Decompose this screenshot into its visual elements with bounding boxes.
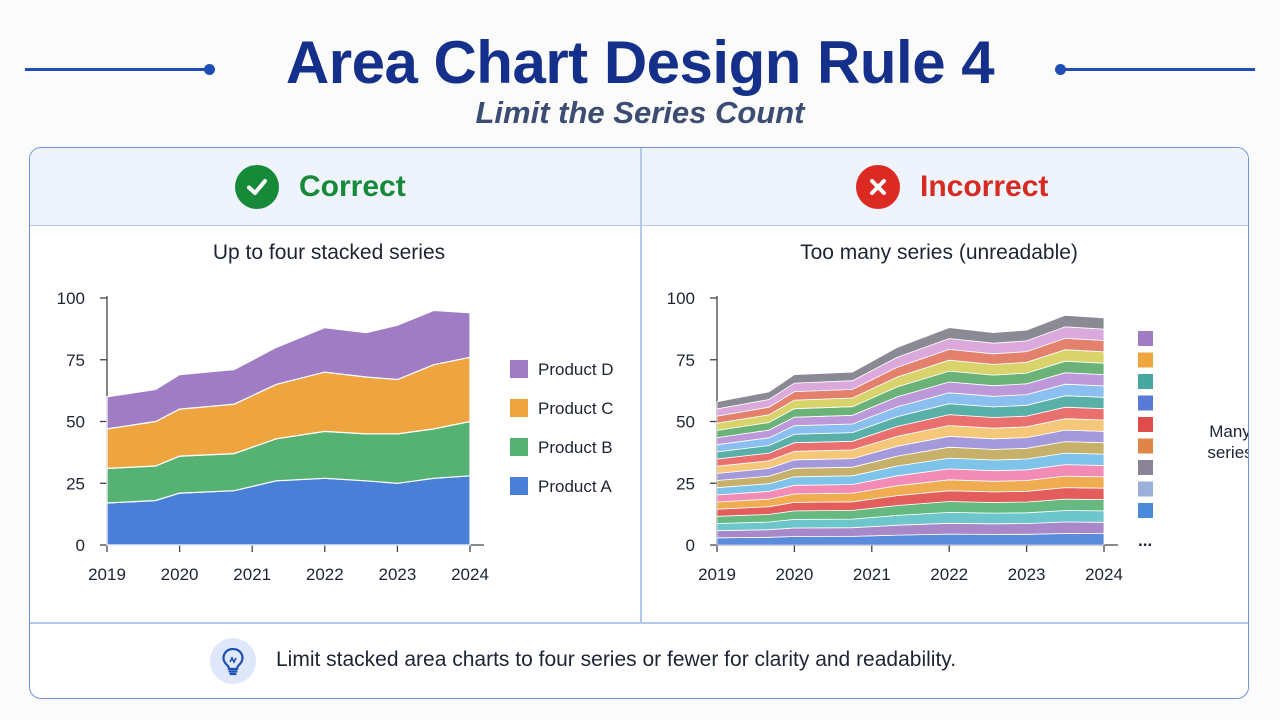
stacked-area-chart-correct: 0 25 50 75 100 2019 2020 2021 2022 2023 2024 Produc…	[57, 289, 614, 584]
y-tick-label: 25	[676, 474, 695, 493]
panel-header: Correct Incorrect	[30, 148, 1248, 226]
area-product-d	[106, 309, 471, 430]
legend-label: Product C	[538, 399, 614, 418]
lightbulb-icon	[210, 638, 256, 684]
page-title: Area Chart Design Rule 4	[285, 29, 995, 96]
legend-swatch	[1138, 352, 1153, 368]
x-tick-label: 2019	[698, 565, 736, 584]
legend-swatch	[1138, 460, 1153, 475]
x-icon	[856, 164, 900, 209]
legend-swatch	[510, 438, 528, 456]
x-tick-label: 2024	[1085, 565, 1123, 584]
legend-many-series-label: series	[1207, 443, 1249, 462]
legend-swatch	[510, 477, 528, 495]
stacked-area-chart-incorrect: 0 25 50 75 100 2019 2020 2021 2022 2023 2024 Many se…	[667, 289, 1249, 584]
legend-label: Product B	[538, 438, 613, 457]
footer-tip: Limit stacked area charts to four series…	[30, 624, 1248, 698]
x-tick-label: 2019	[88, 565, 126, 584]
title-rule-dot-right	[1055, 64, 1066, 75]
x-tick-label: 2023	[378, 565, 416, 584]
legend-many-series-label: Many	[1209, 422, 1249, 441]
correct-header: Correct	[235, 148, 406, 225]
legend-swatch	[510, 360, 528, 378]
legend-label: Product A	[538, 477, 612, 496]
x-tick-label: 2020	[161, 565, 199, 584]
legend-swatch	[1138, 395, 1153, 411]
chart-title-incorrect: Too many series (unreadable)	[800, 241, 1078, 264]
title-row: Area Chart Design Rule 4	[0, 14, 1280, 96]
legend-swatch	[1138, 374, 1153, 389]
y-tick-label: 75	[676, 351, 695, 370]
y-tick-label: 0	[686, 536, 695, 555]
y-tick-label: 50	[676, 413, 695, 432]
x-tick-label: 2022	[930, 565, 968, 584]
page-subtitle: Limit the Series Count	[475, 95, 805, 130]
area-band	[716, 314, 1105, 410]
check-icon	[235, 164, 279, 209]
legend-swatch	[1138, 481, 1153, 497]
incorrect-header: Incorrect	[856, 148, 1048, 225]
legend-swatch	[1138, 417, 1153, 432]
title-rule-right	[1060, 68, 1255, 71]
legend-more-ellipsis: ...	[1138, 531, 1152, 550]
correct-label: Correct	[299, 169, 406, 203]
footer-divider	[30, 622, 1248, 624]
x-tick-label: 2021	[853, 565, 891, 584]
x-tick-label: 2023	[1008, 565, 1046, 584]
incorrect-label: Incorrect	[920, 169, 1049, 203]
legend-label: Product D	[538, 360, 614, 379]
y-tick-label: 100	[57, 289, 85, 308]
y-tick-label: 75	[66, 351, 85, 370]
y-tick-label: 25	[66, 474, 85, 493]
x-tick-label: 2020	[775, 565, 813, 584]
y-tick-label: 50	[66, 413, 85, 432]
legend-swatch	[1138, 438, 1153, 454]
title-rule-dot-left	[204, 64, 215, 75]
title-rule-left	[25, 68, 210, 71]
comparison-panel: Correct Incorrect Up to four stacked ser…	[29, 147, 1249, 699]
legend-swatch	[1138, 331, 1153, 346]
footer-tip-text: Limit stacked area charts to four series…	[276, 648, 957, 671]
chart-title-correct: Up to four stacked series	[212, 241, 446, 264]
x-tick-label: 2022	[306, 565, 344, 584]
y-tick-label: 100	[667, 289, 695, 308]
x-tick-label: 2021	[233, 565, 271, 584]
panel-divider	[640, 148, 642, 622]
legend-swatch	[1138, 503, 1153, 518]
legend-swatch	[510, 399, 528, 417]
x-tick-label: 2024	[451, 565, 489, 584]
y-tick-label: 0	[76, 536, 85, 555]
